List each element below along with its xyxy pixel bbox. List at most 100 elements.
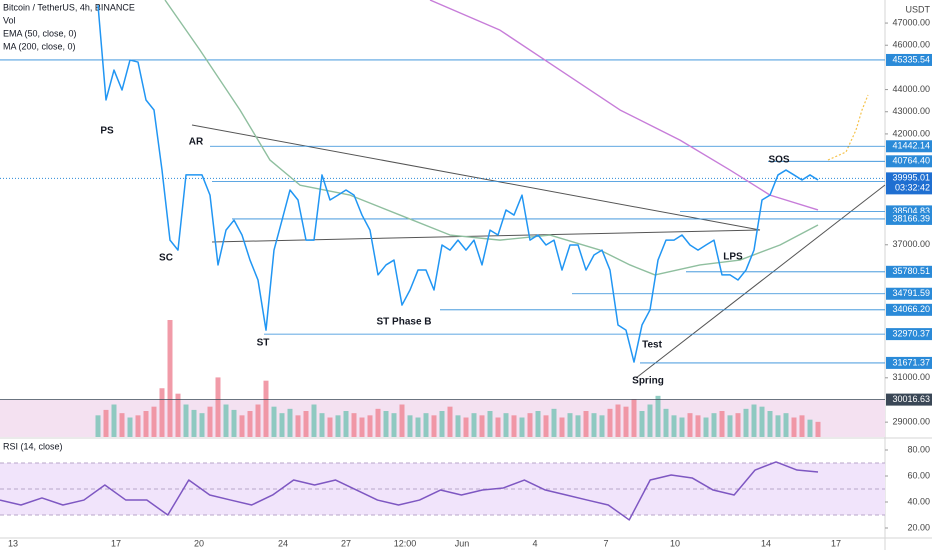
volume-bar	[327, 417, 333, 437]
volume-bar	[103, 409, 109, 437]
volume-bar	[583, 411, 589, 437]
x-tick-label: 17	[111, 538, 121, 548]
y-tick-label: 20.00	[907, 522, 930, 532]
volume-bar	[471, 413, 477, 437]
level-label: 31671.37	[892, 357, 930, 367]
volume-bar	[767, 411, 773, 437]
volume-bar	[111, 404, 117, 437]
level-label-box	[886, 356, 932, 369]
level-label: 35780.51	[892, 266, 930, 276]
level-label-box	[886, 212, 932, 225]
volume-bar	[335, 415, 341, 437]
level-label: 41442.14	[892, 141, 930, 151]
volume-bar	[127, 417, 133, 437]
volume-bar	[559, 417, 565, 437]
level-label-box	[886, 155, 932, 168]
level-label: 40764.40	[892, 156, 930, 166]
annotation: ST Phase B	[376, 317, 431, 328]
volume-bar	[631, 399, 637, 437]
volume-bar	[183, 404, 189, 437]
volume-bar	[151, 406, 157, 437]
legend-entry: MA (200, close, 0)	[3, 41, 76, 51]
annotation: PS	[100, 126, 114, 137]
annotation: ST	[257, 338, 270, 349]
annotation: Spring	[632, 376, 664, 387]
volume-bar	[351, 413, 357, 437]
volume-bar	[535, 411, 541, 437]
x-tick-label: Jun	[455, 538, 470, 548]
volume-bar	[711, 413, 717, 437]
volume-bar	[239, 415, 245, 437]
annotation: SOS	[768, 155, 789, 166]
level-label-box	[886, 265, 932, 278]
volume-bar	[703, 417, 709, 437]
volume-bar	[679, 417, 685, 437]
volume-bar	[287, 408, 293, 437]
level-label-box	[886, 303, 932, 316]
x-tick-label: 17	[831, 538, 841, 548]
series-line	[97, 5, 819, 363]
volume-bar	[463, 417, 469, 437]
y-tick-label: 47000.00	[892, 17, 930, 27]
volume-bar	[783, 413, 789, 437]
x-tick-label: 24	[278, 538, 288, 548]
volume-bar	[687, 413, 693, 437]
volume-bar	[455, 415, 461, 437]
volume-bar	[423, 413, 429, 437]
volume-bar	[447, 406, 453, 437]
y-tick-label: 42000.00	[892, 128, 930, 138]
volume-bar	[799, 415, 805, 437]
volume-bar	[439, 411, 445, 437]
volume-bar	[815, 421, 821, 437]
volume-bar	[271, 406, 277, 437]
volume-bar	[247, 411, 253, 437]
volume-bar	[615, 404, 621, 437]
volume-bar	[231, 409, 237, 437]
y-tick-label: 31000.00	[892, 372, 930, 382]
volume-bar	[495, 417, 501, 437]
volume-bar	[191, 409, 197, 437]
volume-bar	[95, 415, 101, 437]
level-label: 38504.83	[892, 206, 930, 216]
trend-line	[211, 229, 761, 243]
volume-bar	[775, 415, 781, 437]
level-label: 34791.59	[892, 288, 930, 298]
annotation: AR	[189, 137, 204, 148]
series-line	[164, 0, 819, 276]
annotation: Test	[642, 340, 662, 351]
volume-bar	[807, 419, 813, 437]
volume-bar	[159, 388, 165, 437]
volume-bar	[599, 415, 605, 437]
volume-bar	[399, 404, 405, 437]
series-line	[429, 0, 819, 211]
level-label-box	[886, 140, 932, 153]
y-tick-label: 46000.00	[892, 40, 930, 50]
level-label: 32970.37	[892, 328, 930, 338]
volume-bar	[551, 408, 557, 437]
x-tick-label: 13	[8, 538, 18, 548]
volume-bar	[575, 415, 581, 437]
level-label-box	[886, 53, 932, 66]
y-tick-label: 43000.00	[892, 106, 930, 116]
y-tick-label: 60.00	[907, 470, 930, 480]
trend-line	[635, 184, 886, 379]
legend-entry: EMA (50, close, 0)	[3, 28, 77, 38]
volume-bar	[143, 411, 149, 437]
volume-bar	[415, 417, 421, 437]
annotation: SC	[159, 253, 173, 264]
volume-bar	[431, 415, 437, 437]
volume-bar	[655, 395, 661, 437]
volume-bar	[215, 377, 221, 437]
trend-line	[191, 124, 761, 231]
volume-bar	[543, 415, 549, 437]
x-tick-label: 20	[194, 538, 204, 548]
x-tick-label: 27	[341, 538, 351, 548]
current-price-box	[886, 172, 932, 195]
volume-bar	[367, 415, 373, 437]
volume-bar	[663, 408, 669, 437]
legend-entry: Vol	[3, 15, 16, 25]
level-label: 38166.39	[892, 213, 930, 223]
x-tick-label: 12:00	[394, 538, 417, 548]
